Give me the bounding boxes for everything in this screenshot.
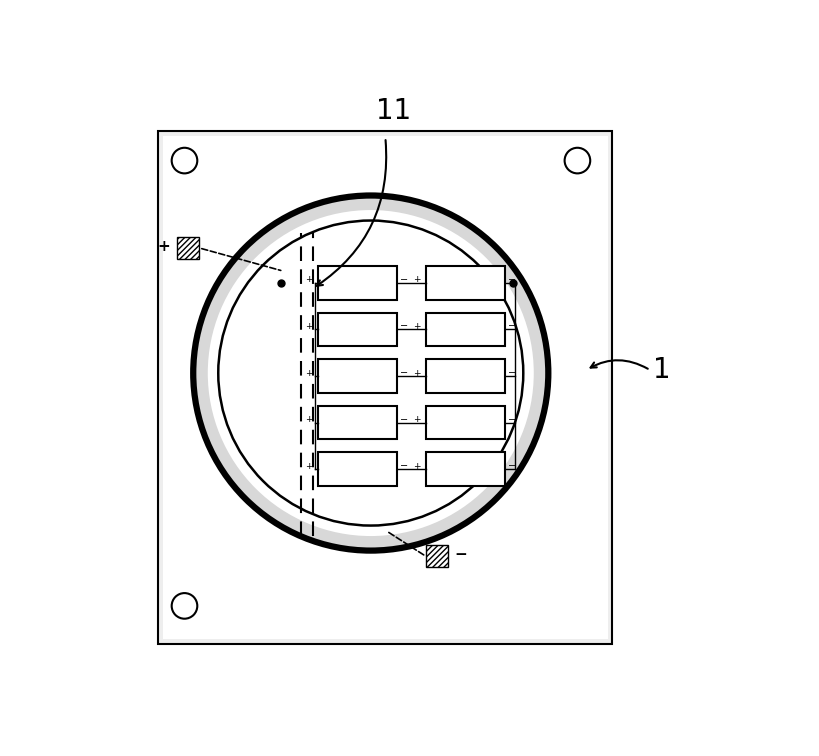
Circle shape (564, 147, 590, 173)
Bar (163, 136, 607, 639)
Bar (318, 266, 396, 299)
Text: +: + (305, 322, 312, 331)
Text: +: + (157, 239, 170, 254)
Text: 11: 11 (376, 97, 411, 125)
Text: +: + (305, 368, 312, 377)
Text: +: + (305, 275, 312, 284)
Text: −: − (400, 321, 408, 331)
Text: +: + (413, 275, 420, 284)
Bar (426, 266, 504, 299)
Circle shape (207, 210, 533, 536)
Text: +: + (413, 415, 420, 424)
Text: +: + (413, 462, 420, 471)
Text: +: + (305, 415, 312, 424)
Bar (426, 359, 504, 393)
Text: −: − (400, 275, 408, 285)
Bar (318, 359, 396, 393)
Circle shape (193, 196, 548, 550)
Circle shape (218, 221, 523, 525)
Bar (158, 132, 612, 644)
Bar (426, 312, 504, 346)
Bar (177, 237, 199, 259)
Bar (318, 406, 396, 439)
Bar (426, 452, 504, 486)
Text: −: − (508, 461, 516, 471)
Bar (318, 452, 396, 486)
Text: −: − (508, 368, 516, 378)
Text: −: − (400, 414, 408, 425)
Text: +: + (413, 322, 420, 331)
Text: +: + (305, 462, 312, 471)
Text: 1: 1 (652, 356, 670, 384)
Bar (426, 545, 448, 568)
Text: −: − (508, 275, 516, 285)
Circle shape (171, 593, 197, 618)
Bar (426, 406, 504, 439)
Text: −: − (400, 368, 408, 378)
Text: −: − (508, 321, 516, 331)
Circle shape (171, 147, 197, 173)
Text: −: − (508, 414, 516, 425)
Text: +: + (413, 368, 420, 377)
Bar (318, 312, 396, 346)
Text: −: − (454, 547, 467, 562)
Text: −: − (400, 461, 408, 471)
